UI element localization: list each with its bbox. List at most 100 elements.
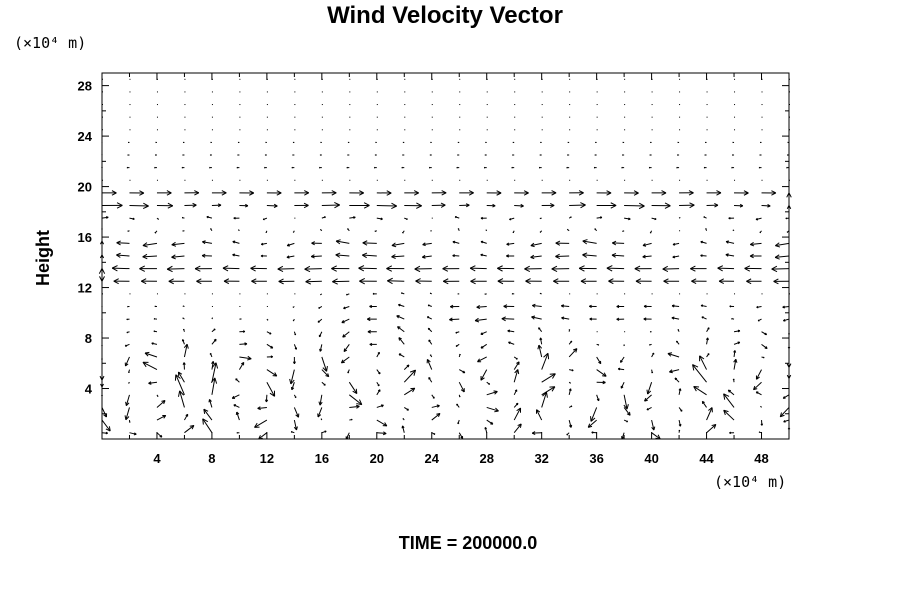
wind-vector — [787, 344, 791, 349]
wind-vector — [458, 394, 461, 398]
wind-vector — [669, 369, 680, 374]
wind-vector — [376, 381, 380, 387]
wind-vector — [651, 432, 661, 440]
wind-vector — [101, 154, 103, 156]
wind-vector — [101, 318, 103, 320]
wind-vector — [513, 407, 522, 421]
wind-vector — [537, 344, 543, 358]
wind-vector — [153, 330, 158, 333]
wind-vector — [349, 190, 364, 196]
wind-vector — [129, 432, 137, 436]
wind-vector — [101, 394, 103, 397]
wind-vector — [511, 166, 515, 169]
wind-vector — [182, 328, 185, 332]
wind-vector — [561, 304, 570, 308]
wind-vector — [761, 343, 768, 350]
wind-vector — [622, 154, 625, 156]
wind-vector — [617, 367, 625, 371]
wind-vector — [593, 166, 597, 169]
wind-vector — [675, 340, 680, 345]
wind-vector — [596, 394, 600, 402]
wind-vector — [376, 369, 381, 375]
wind-vector — [156, 400, 166, 408]
wind-vector — [289, 369, 295, 385]
wind-vector — [182, 317, 185, 320]
wind-vector — [787, 427, 791, 433]
wind-vector — [596, 343, 600, 346]
wind-vector — [455, 331, 460, 334]
wind-vector — [484, 427, 488, 433]
wind-vector — [506, 254, 515, 258]
wind-vector — [182, 230, 185, 232]
wind-vector — [257, 406, 267, 411]
wind-vector — [452, 240, 460, 244]
wind-vector — [566, 432, 570, 436]
wind-vector — [757, 318, 762, 322]
wind-vector — [469, 265, 487, 272]
wind-vector — [643, 304, 652, 309]
wind-vector — [101, 344, 103, 347]
wind-vector — [422, 242, 432, 247]
wind-vector — [182, 305, 185, 307]
wind-vector — [568, 348, 578, 358]
wind-vector — [372, 292, 377, 295]
wind-vector — [760, 420, 764, 426]
wind-vector — [541, 352, 550, 370]
wind-vector — [202, 418, 213, 433]
wind-vector — [568, 340, 573, 345]
wind-vector — [497, 265, 515, 272]
wind-vector — [760, 405, 762, 408]
wind-vector — [619, 356, 625, 363]
wind-vector — [332, 278, 350, 285]
wind-vector — [101, 190, 117, 196]
wind-vector — [642, 254, 652, 259]
wind-vector — [678, 217, 681, 219]
wind-vector — [497, 278, 515, 285]
wind-vector — [706, 190, 722, 196]
x-tick-label: 24 — [425, 451, 440, 466]
wind-vector — [101, 356, 103, 360]
wind-vector — [431, 202, 446, 208]
y-tick-label: 12 — [78, 281, 92, 296]
wind-vector — [457, 419, 460, 425]
wind-vector — [501, 316, 515, 322]
wind-vector — [457, 154, 460, 156]
wind-vector — [511, 293, 515, 295]
wind-vector — [99, 254, 105, 259]
wind-vector — [458, 381, 465, 393]
wind-vector — [376, 431, 387, 436]
wind-vector — [126, 166, 130, 169]
wind-vector — [362, 252, 377, 259]
wind-vector — [456, 403, 460, 408]
x-tick-label: 40 — [644, 451, 658, 466]
wind-vector — [171, 241, 185, 247]
wind-vector — [568, 388, 572, 395]
wind-vector — [260, 254, 267, 258]
wind-vector — [732, 229, 735, 232]
wind-vector — [725, 240, 735, 244]
wind-vector — [239, 318, 242, 320]
wind-vector — [690, 265, 707, 272]
wind-vector — [596, 369, 607, 377]
wind-vector — [753, 381, 762, 391]
wind-vector — [101, 202, 123, 209]
wind-vector — [181, 339, 185, 345]
wind-vector — [758, 431, 762, 434]
wind-vector — [732, 154, 735, 156]
wind-vector — [429, 354, 433, 358]
wind-vector — [101, 228, 103, 231]
wind-vector — [750, 241, 762, 247]
wind-vector — [342, 331, 350, 338]
wind-vector — [541, 203, 555, 208]
wind-vector — [525, 278, 542, 285]
wind-vector — [362, 240, 377, 246]
wind-vector — [480, 331, 487, 335]
wind-vector — [404, 407, 409, 411]
wind-vector — [183, 343, 189, 358]
wind-vector — [286, 255, 295, 259]
wind-vector — [293, 344, 298, 350]
wind-vector — [678, 407, 683, 412]
wind-vector — [678, 388, 682, 395]
wind-vector — [539, 154, 542, 156]
wind-vector — [486, 381, 491, 385]
